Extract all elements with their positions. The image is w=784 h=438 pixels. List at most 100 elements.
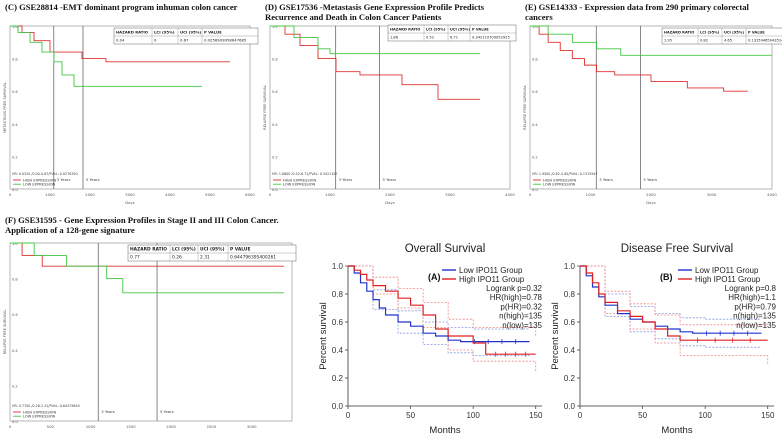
hazard-table-e: HAZARD RATIO 1.95 LCI (95%) 0.82 UCI (95%) 4.… [661,27,782,45]
hazard-table-header-c: HAZARD RATIO [116,30,149,35]
panel-b: Disease Free Survival 0.0 0.2 0.4 0.6 0.8 1.0 0… [548,236,784,436]
hazard-table-d: HAZARD RATIO 1.86 LCI (95%) 0.52 UCI (95%) 6.… [387,24,517,42]
legend-label-f: LOW EXPRESSION [23,415,56,419]
legend-label-e: LOW EXPRESSION [543,183,576,187]
x-tick-label-a: 150 [529,411,543,420]
x-tick-label-f: 0 [9,424,12,429]
y-axis-label-a: Percent survival [318,302,329,370]
year-label-f: 5 Years [160,409,174,414]
y-axis-label-b: Percent survival [550,302,561,370]
plot-frame-f [9,242,293,422]
hazard-table-header-c: P VALUE [204,30,222,35]
stat-line-b: n(low)=135 [736,321,776,330]
y-tick-label-c: 0.6 [12,90,18,94]
plot-frame-d [269,25,511,190]
hazard-table-header-e: UCI (95%) [724,31,744,35]
y-axis-label-f: RELAPSE FREE SURVIVAL [3,310,7,355]
x-tick-label-e: 3000 [707,192,717,197]
hazard-table-header-f: UCI (95%) [200,247,224,253]
y-tick-label-f: 0.4 [12,349,18,353]
x-tick-label-f: 1000 [86,424,96,429]
hr-summary-d: HR: 1.8600 /0.52-6.71/PVAL: 0.3421107 [272,172,338,176]
legend-label-f: HIGH EXPRESSION [23,410,57,414]
y-tick-label-d: 0.0 [272,188,278,192]
legend-label-c: HIGH EXPRESSION [23,178,57,182]
x-axis-label-f: Days [146,432,155,433]
hr-summary-c: HR: 0.0320 /0.00-0.67/PVAL: 0.0276350 [12,172,78,176]
y-tick-label-b: 0.6 [564,318,576,327]
stat-line-a: Logrank p=0.32 [486,284,542,293]
hazard-table-value-d: 0.52 [426,36,434,40]
x-tick-label-c: 2000 [85,192,95,197]
panel-label-a: (A) [428,272,441,282]
y-tick-label-a: 0.2 [332,374,344,383]
y-tick-label-c: 0.2 [12,155,18,159]
x-tick-label-f: 500 [47,424,55,429]
hazard-table-value-f: 0.77 [130,255,140,261]
hazard-table-value-d: 0.342110709052925 [472,36,510,40]
hazard-table-header-e: P VALUE [748,31,765,35]
x-tick-label-b: 50 [638,411,647,420]
stat-line-a: n(low)=135 [502,321,542,330]
y-tick-label-a: 0.4 [332,346,344,355]
x-axis-label-c: Days [125,200,134,205]
hazard-table-f: HAZARD RATIO 0.77 LCI (95%) 0.26 UCI (95%) 2.… [127,244,297,262]
panel-f: (F) GSE31595 - Gene Expression Profiles … [2,215,302,434]
y-axis-label-d: RELAPSE FREE SURVIVAL [263,85,267,130]
y-tick-label-c: 0.0 [12,188,18,192]
panel-d-title: (D) GSE17536 -Metastasis Gene Expression… [265,2,485,22]
hazard-table-header-d: P VALUE [472,28,489,32]
x-axis-label-a: Months [429,425,460,434]
hazard-table-header-f: LCI (95%) [172,247,196,253]
hazard-table-value-f: 2.31 [200,255,210,261]
x-axis-label-d: Days [385,200,394,205]
km-plot-c: 0.0 0.2 0.4 0.6 0.8 1.0 0 1000 2000 3000 4000 5000 6… [3,25,259,205]
hazard-table-value-c: 0.0256909958647685 [204,38,247,43]
low-group-curve-a [348,265,530,343]
y-tick-label-c: 0.4 [12,123,18,127]
x-tick-label-b: 0 [578,411,583,420]
x-tick-label-c: 5000 [205,192,215,197]
year-label-e: 3 Years [599,177,613,182]
x-tick-label-f: 2000 [166,424,176,429]
legend-label-b: Low IPO11 Group [695,266,759,275]
y-tick-label-a: 0.8 [332,290,344,299]
x-tick-label-b: 150 [761,411,775,420]
hr-summary-e: HR: 1.9500 /0.82-4.65/PVAL: 0.1315947 [532,172,598,176]
hazard-table-value-d: 6.71 [450,36,458,40]
year-label-d: 5 Years [383,177,397,182]
year-label-f: 3 Years [101,409,115,414]
stat-line-b: Logrank p=0.8 [725,284,777,293]
hazard-table-value-f: 0.26 [172,255,182,261]
x-tick-label-c: 1000 [45,192,55,197]
stat-line-a: n(high)=135 [499,312,542,321]
km-plot-e: 0.0 0.2 0.4 0.6 0.8 1.0 0 1000 2000 3000 4000 Days R… [523,25,782,205]
x-tick-label-e: 1000 [586,192,596,197]
x-tick-label-a: 0 [346,411,351,420]
low-expression-curve-e [530,25,772,56]
x-tick-label-d: 3000 [445,192,455,197]
high-group-curve-a [348,265,536,355]
km-plot-b: Disease Free Survival 0.0 0.2 0.4 0.6 0.8 1.0 0… [550,243,777,436]
x-tick-label-f: 3000 [247,424,257,429]
x-tick-label-c: 0 [9,192,12,197]
x-tick-label-b: 100 [698,411,712,420]
legend-label-e: HIGH EXPRESSION [543,178,577,182]
hazard-table-header-d: UCI (95%) [450,28,470,32]
x-axis-label-b: Months [661,425,692,434]
hazard-table-value-e: 4.65 [724,39,732,43]
y-tick-label-f: 1.0 [12,242,18,246]
km-plot-f: 0.0 0.2 0.4 0.6 0.8 1.0 0 500 1000 1500 2000 2500 30… [3,242,297,433]
plot-title-a: Overall Survival [405,243,486,255]
y-tick-label-d: 1.0 [272,25,278,29]
hazard-table-header-d: HAZARD RATIO [390,28,420,32]
x-tick-label-c: 4000 [165,192,175,197]
y-tick-label-a: 0.0 [332,402,344,411]
x-tick-label-d: 1000 [325,192,335,197]
low-expression-curve-d [270,25,480,55]
hazard-table-header-c: UCI (95%) [180,30,201,35]
stat-line-b: HR(high)=1.1 [728,293,776,302]
y-tick-label-e: 0.0 [532,188,538,192]
y-tick-label-c: 1.0 [12,25,18,29]
legend-label-d: HIGH EXPRESSION [283,178,317,182]
